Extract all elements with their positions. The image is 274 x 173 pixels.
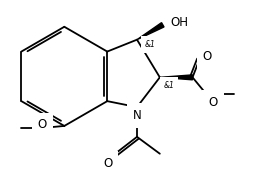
Text: OH: OH — [171, 16, 189, 29]
Text: O: O — [103, 157, 112, 170]
Text: O: O — [38, 119, 47, 131]
Text: N: N — [133, 109, 141, 122]
Polygon shape — [137, 23, 164, 40]
Text: &1: &1 — [145, 40, 156, 49]
Text: O: O — [209, 96, 218, 109]
Text: &1: &1 — [164, 81, 175, 90]
Polygon shape — [160, 75, 193, 80]
Text: O: O — [202, 50, 212, 63]
